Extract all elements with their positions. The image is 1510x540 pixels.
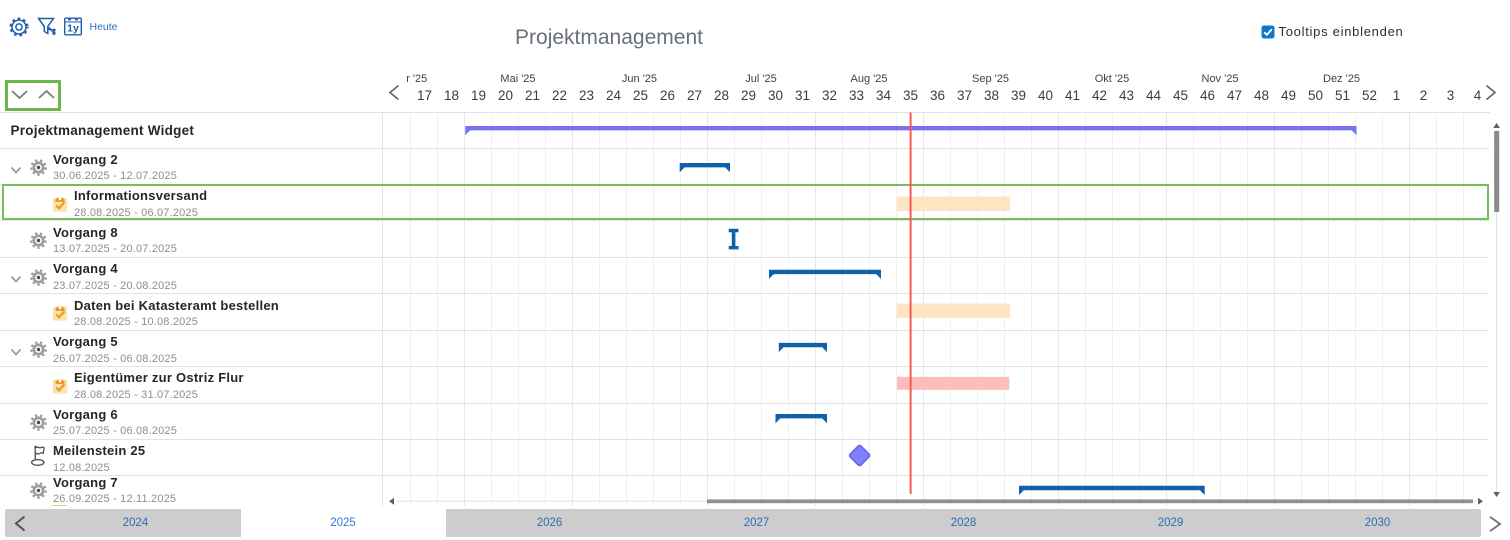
svg-text:1y: 1y [67, 23, 79, 35]
